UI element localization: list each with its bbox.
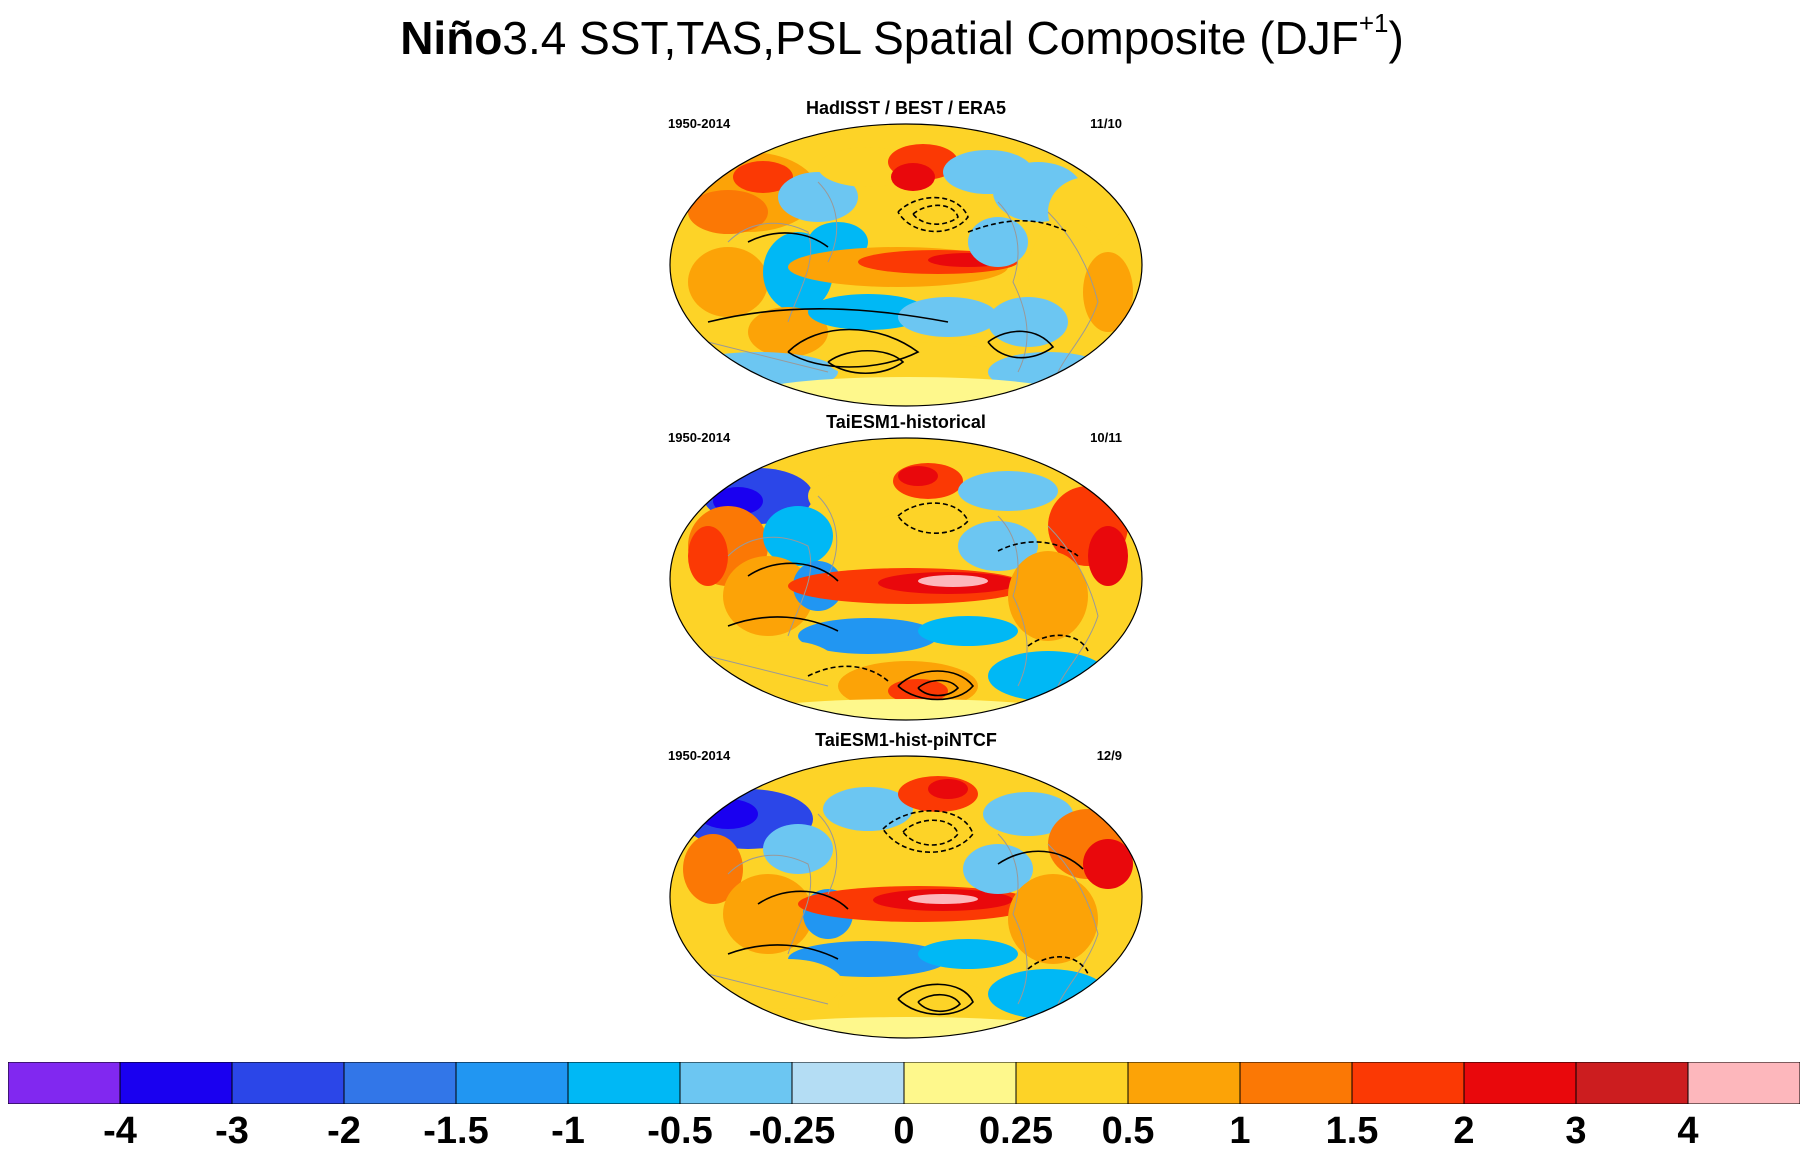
colorbar-swatch <box>8 1062 121 1104</box>
colorbar-tick-label: -3 <box>215 1110 249 1152</box>
colorbar-swatch <box>1127 1062 1241 1104</box>
colorbar-swatch <box>679 1062 793 1104</box>
panel-title: TaiESM1-hist-piNTCF <box>815 730 997 750</box>
map-panel-observations: HadISST / BEST / ERA5 1950-2014 11/10 <box>656 98 1156 408</box>
colorbar-swatch <box>791 1062 905 1104</box>
colorbar-tick-label: -1.5 <box>423 1110 489 1152</box>
colorbar-swatch <box>1687 1062 1800 1104</box>
colorbar-swatch <box>567 1062 681 1104</box>
panel-title: TaiESM1-historical <box>826 412 986 432</box>
composite-map <box>669 437 1143 721</box>
figure-title-superscript: +1 <box>1358 7 1389 38</box>
colorbar-tick-label: 3 <box>1565 1110 1587 1152</box>
figure-title-close: ) <box>1388 12 1404 64</box>
composite-map <box>669 755 1143 1039</box>
colorbar-tick-label: -0.5 <box>647 1110 713 1152</box>
colorbar-swatch <box>1015 1062 1129 1104</box>
colorbar-swatch <box>343 1062 457 1104</box>
figure-title-bold: Niño <box>400 12 503 64</box>
colorbar-swatch <box>455 1062 569 1104</box>
panel-event-count: 11/10 <box>1090 116 1122 131</box>
panel-period: 1950-2014 <box>668 748 731 763</box>
panel-event-count: 10/11 <box>1090 430 1122 445</box>
colorbar-swatch <box>1575 1062 1689 1104</box>
colorbar-labels: -4 -3 -2 -1.5 -1 -0.5 -0.25 0 0.25 0.5 1 1.5 2 3 4 <box>0 1110 1804 1154</box>
colorbar <box>8 1062 1800 1104</box>
colorbar-swatch <box>1463 1062 1577 1104</box>
colorbar-tick-label: 1.5 <box>1325 1110 1379 1152</box>
colorbar-swatch <box>1239 1062 1353 1104</box>
map-panel-taiesm1-historical: TaiESM1-historical 1950-2014 10/11 <box>656 412 1156 722</box>
colorbar-swatch <box>1351 1062 1465 1104</box>
colorbar-tick-label: 0 <box>893 1110 915 1152</box>
colorbar-tick-label: -4 <box>103 1110 137 1152</box>
panel-period: 1950-2014 <box>668 116 731 131</box>
panel-event-count: 12/9 <box>1096 748 1122 763</box>
colorbar-tick-label: 2 <box>1453 1110 1475 1152</box>
colorbar-swatch <box>119 1062 233 1104</box>
panel-period: 1950-2014 <box>668 430 731 445</box>
figure-title-text: 3.4 SST,TAS,PSL Spatial Composite (DJF <box>502 12 1359 64</box>
colorbar-tick-label: -1 <box>551 1110 585 1152</box>
figure-title: Niño3.4 SST,TAS,PSL Spatial Composite (D… <box>0 10 1804 66</box>
composite-map <box>669 123 1143 407</box>
colorbar-tick-label: 4 <box>1677 1110 1699 1152</box>
colorbar-swatch <box>231 1062 345 1104</box>
colorbar-tick-label: -2 <box>327 1110 361 1152</box>
colorbar-tick-label: -0.25 <box>748 1110 836 1152</box>
colorbar-tick-label: 1 <box>1229 1110 1251 1152</box>
colorbar-tick-label: 0.5 <box>1101 1110 1155 1152</box>
map-panel-taiesm1-hist-pintcf: TaiESM1-hist-piNTCF 1950-2014 12/9 <box>656 730 1156 1040</box>
colorbar-tick-label: 0.25 <box>979 1110 1053 1152</box>
colorbar-swatch <box>903 1062 1017 1104</box>
panel-title: HadISST / BEST / ERA5 <box>805 98 1007 118</box>
